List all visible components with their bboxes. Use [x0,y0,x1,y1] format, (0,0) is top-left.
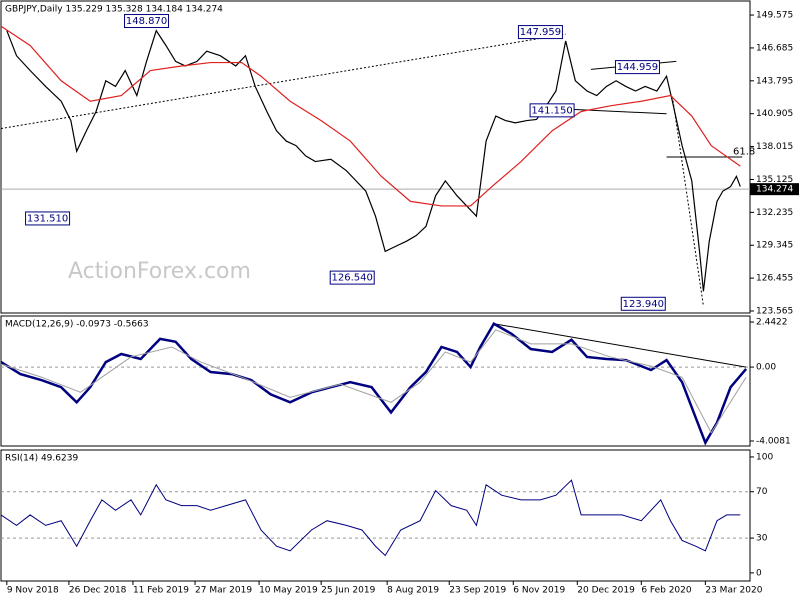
x-tick-label: 10 May 2019 [259,586,318,596]
y-tick-label: 135.125 [756,175,793,185]
panel-title: GBPJPY,Daily 135.229 135.328 134.184 134… [5,5,223,15]
y-tick-label: 100 [756,452,773,462]
trend-line [671,96,704,307]
annotation-label: 144.959 [617,62,658,73]
y-tick-label: 149.575 [756,11,793,21]
last-price-box [750,183,799,196]
annotation-box [517,25,563,40]
annotation-box [620,296,666,311]
y-tick-label: 146.685 [756,43,793,53]
y-tick-label: 70 [756,487,768,497]
annotation-box [329,270,375,285]
series-line [0,479,741,557]
watermark: ActionForex.com [68,259,251,284]
x-tick-label: 25 Jun 2019 [321,586,375,596]
annotation-label: 61.8 [733,146,755,157]
x-tick-label: 27 Mar 2019 [195,586,252,596]
y-tick-label: 123.565 [756,307,793,317]
panel-title: RSI(14) 49.6239 [5,454,78,464]
x-tick-label: 23 Mar 2020 [705,586,762,596]
y-tick-label: 138.015 [756,142,793,152]
annotation-label: 126.540 [332,273,373,284]
annotation-box [25,211,71,226]
annotation-label: 148.870 [126,16,167,27]
last-price-label: 134.274 [756,185,793,195]
annotation-box [124,14,170,29]
x-tick-label: 9 Nov 2018 [7,586,59,596]
x-tick-label: 23 Sep 2019 [449,586,506,596]
annotation-box [529,103,575,118]
x-tick-label: 8 Aug 2019 [387,586,439,596]
y-tick-label: 0.00 [756,363,776,373]
series-line [6,29,741,292]
annotation-label: 141.150 [531,105,572,116]
x-tick-label: 11 Feb 2019 [133,586,189,596]
panel-title: MACD(12,26,9) -0.0973 -0.5663 [5,320,149,330]
y-tick-label: 126.455 [756,274,793,284]
series-line [0,322,748,446]
annotation-label: 131.510 [27,213,68,224]
panel-frame [0,0,751,314]
y-tick-label: 129.345 [756,241,793,251]
y-tick-label: 2.4422 [756,318,788,328]
annotation-box [614,60,660,75]
y-tick-label: -4.0081 [756,436,791,446]
x-tick-label: 20 Dec 2019 [577,586,635,596]
y-tick-label: 0 [756,568,762,578]
annotation-label: 147.959 [520,27,561,38]
panel-frame [0,315,751,447]
series-line [0,329,747,434]
series-line [0,25,741,207]
trend-line [493,323,747,368]
trend-line [0,33,566,130]
annotation-label: 123.940 [623,299,664,310]
x-tick-label: 6 Feb 2020 [641,586,692,596]
x-tick-label: 26 Dec 2018 [69,586,127,596]
x-tick-label: 6 Nov 2019 [513,586,565,596]
y-tick-label: 140.905 [756,109,793,119]
y-tick-label: 30 [756,534,768,544]
y-tick-label: 132.235 [756,208,793,218]
y-tick-label: 143.795 [756,76,793,86]
